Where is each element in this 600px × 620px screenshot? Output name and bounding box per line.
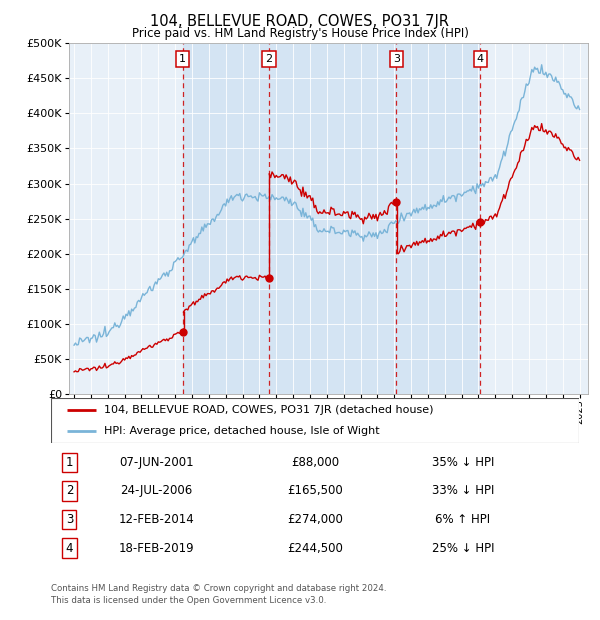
Text: 35% ↓ HPI: 35% ↓ HPI — [431, 456, 494, 469]
Text: 104, BELLEVUE ROAD, COWES, PO31 7JR (detached house): 104, BELLEVUE ROAD, COWES, PO31 7JR (det… — [104, 405, 433, 415]
Text: £244,500: £244,500 — [287, 542, 343, 555]
Text: 3: 3 — [393, 54, 400, 64]
Text: This data is licensed under the Open Government Licence v3.0.: This data is licensed under the Open Gov… — [51, 596, 326, 606]
Text: 1: 1 — [179, 54, 186, 64]
Text: 07-JUN-2001: 07-JUN-2001 — [119, 456, 194, 469]
Text: 33% ↓ HPI: 33% ↓ HPI — [431, 484, 494, 497]
Text: Contains HM Land Registry data © Crown copyright and database right 2024.: Contains HM Land Registry data © Crown c… — [51, 584, 386, 593]
Text: Price paid vs. HM Land Registry's House Price Index (HPI): Price paid vs. HM Land Registry's House … — [131, 27, 469, 40]
Text: 12-FEB-2014: 12-FEB-2014 — [119, 513, 194, 526]
Text: 25% ↓ HPI: 25% ↓ HPI — [431, 542, 494, 555]
Text: 3: 3 — [66, 513, 73, 526]
Text: 4: 4 — [66, 542, 73, 555]
Text: 104, BELLEVUE ROAD, COWES, PO31 7JR: 104, BELLEVUE ROAD, COWES, PO31 7JR — [151, 14, 449, 29]
Bar — [182, 43, 481, 394]
Text: 1: 1 — [66, 456, 73, 469]
Text: £274,000: £274,000 — [287, 513, 343, 526]
Text: 24-JUL-2006: 24-JUL-2006 — [121, 484, 193, 497]
Text: HPI: Average price, detached house, Isle of Wight: HPI: Average price, detached house, Isle… — [104, 426, 379, 436]
Text: £88,000: £88,000 — [291, 456, 339, 469]
Text: 2: 2 — [265, 54, 272, 64]
Text: 2: 2 — [66, 484, 73, 497]
Text: 18-FEB-2019: 18-FEB-2019 — [119, 542, 194, 555]
Text: £165,500: £165,500 — [287, 484, 343, 497]
Text: 4: 4 — [477, 54, 484, 64]
FancyBboxPatch shape — [51, 398, 579, 443]
Text: 6% ↑ HPI: 6% ↑ HPI — [435, 513, 490, 526]
